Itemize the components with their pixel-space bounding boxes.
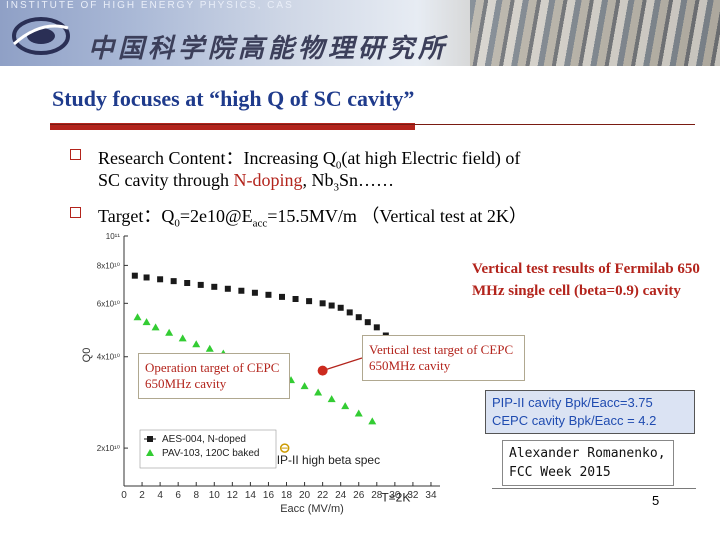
- series-baked-point: [165, 328, 174, 336]
- series-baked-point: [178, 334, 187, 342]
- x-tick-label: 34: [425, 490, 437, 501]
- operation-target-box: Operation target of CEPC 650MHz cavity: [138, 353, 290, 399]
- institute-name-cn: 中国科学院高能物理研究所: [88, 34, 449, 64]
- x-tick-label: 6: [175, 490, 181, 501]
- series-n-doped-point: [292, 295, 299, 302]
- chart-marks: PIP-II high beta spec T=2K AES-004, N-dope…: [131, 272, 410, 505]
- x-tick-label: 16: [263, 490, 275, 501]
- series-n-doped-point: [251, 289, 258, 296]
- footer-rule: [492, 488, 696, 489]
- x-tick-label: 0: [121, 490, 127, 501]
- series-n-doped-point: [131, 272, 138, 279]
- series-n-doped-point: [211, 283, 218, 290]
- bullet-marker-2: [70, 207, 81, 218]
- page-number: 5: [652, 493, 660, 508]
- series-n-doped-point: [346, 309, 353, 316]
- header-banner: INSTITUTE OF HIGH ENERGY PHYSICS, CAS 中国…: [0, 0, 720, 66]
- title-underline-rule: [50, 124, 695, 125]
- series-n-doped-point: [279, 293, 285, 300]
- author-line-2: FCC Week 2015: [509, 465, 611, 480]
- x-tick-label: 26: [353, 490, 365, 501]
- series-n-doped-point: [238, 287, 245, 294]
- series-baked-point: [300, 382, 309, 390]
- legend-triangle-marker: [146, 449, 154, 456]
- series-baked-point: [142, 318, 151, 326]
- y-axis-title: Q0: [81, 348, 93, 363]
- x-tick-label: 8: [193, 490, 199, 501]
- x-tick-label: 22: [317, 490, 329, 501]
- series-baked-point: [205, 344, 214, 352]
- series-baked-point: [327, 395, 336, 403]
- series-n-doped-point: [355, 314, 362, 321]
- bullet-1-line-2: SC cavity through N-doping, Nb3Sn……: [98, 170, 395, 194]
- chart-axes: 0 2 4 6 8 10 12 14 16 18 20 22 24 26 28 30 32 3410¹¹8x10¹…: [81, 232, 440, 515]
- series-n-doped-point: [197, 281, 204, 288]
- title-underline-bar: [50, 123, 415, 130]
- y-tick-label: 4x10¹⁰: [97, 353, 120, 362]
- author-credit-box: Alexander Romanenko, FCC Week 2015: [502, 440, 674, 486]
- spec-label: PIP-II high beta spec: [269, 453, 380, 467]
- x-tick-label: 18: [281, 490, 293, 501]
- x-tick-label: 2: [139, 490, 145, 501]
- bullet-1-line-1: Research Content：Increasing Q0(at high E…: [98, 148, 521, 172]
- legend-square-marker: [147, 436, 153, 442]
- series-n-doped-point: [319, 300, 326, 307]
- series-baked-point: [192, 340, 201, 348]
- author-line-1: Alexander Romanenko,: [509, 446, 666, 461]
- vertical-target-box: Vertical test target of CEPC 650MHz cavi…: [362, 335, 525, 381]
- x-tick-label: 30: [389, 490, 401, 501]
- series-baked-point: [314, 388, 323, 396]
- series-n-doped-point: [328, 302, 335, 309]
- slide-title: Study focuses at “high Q of SC cavity”: [52, 86, 415, 111]
- series-n-doped-point: [170, 278, 177, 285]
- ihep-logo-icon: [12, 17, 70, 55]
- x-tick-label: 24: [335, 490, 347, 501]
- banner-photo: [470, 0, 720, 66]
- series-baked-point: [151, 323, 160, 331]
- target-point: [317, 365, 328, 376]
- series-baked-point: [133, 313, 142, 321]
- legend-label: PAV-103, 120C baked: [162, 448, 259, 459]
- temperature-label: T=2K: [381, 491, 410, 505]
- bpk-ratio-box: PIP-II cavity Bpk/Eacc=3.75 CEPC cavity …: [485, 390, 695, 434]
- x-tick-label: 20: [299, 490, 311, 501]
- series-n-doped-point: [373, 324, 380, 331]
- x-tick-label: 4: [157, 490, 163, 501]
- x-tick-label: 12: [227, 490, 239, 501]
- institute-name-en: INSTITUTE OF HIGH ENERGY PHYSICS, CAS: [6, 0, 294, 11]
- series-n-doped-point: [337, 304, 344, 311]
- x-tick-label: 32: [407, 490, 419, 501]
- bpk-line-2: CEPC cavity Bpk/Eacc = 4.2: [492, 413, 657, 428]
- series-n-doped-point: [184, 280, 191, 287]
- x-tick-label: 10: [209, 490, 221, 501]
- y-tick-label: 10¹¹: [106, 232, 121, 241]
- x-tick-label: 28: [371, 490, 383, 501]
- legend-box: [139, 429, 277, 469]
- series-baked-point: [368, 417, 377, 425]
- y-tick-label: 8x10¹⁰: [97, 261, 120, 270]
- series-baked-point: [341, 402, 350, 410]
- x-axis-title: Eacc (MV/m): [280, 503, 344, 515]
- series-n-doped-point: [224, 285, 231, 292]
- series-n-doped-point: [364, 319, 371, 326]
- bullet-marker-1: [70, 149, 81, 160]
- series-n-doped-point: [143, 274, 150, 281]
- series-n-doped-point: [157, 276, 164, 283]
- vertical-results-note: Vertical test results of Fermilab 650 MH…: [472, 261, 700, 299]
- spec-point: [279, 443, 290, 453]
- y-tick-label: 6x10¹⁰: [97, 299, 120, 308]
- bullet-2-text: Target：Q0=2e10@Eacc=15.5MV/m （Vertical t…: [98, 206, 527, 230]
- target-leader-line: [322, 357, 363, 372]
- bpk-line-1: PIP-II cavity Bpk/Eacc=3.75: [492, 395, 653, 410]
- series-baked-point: [354, 409, 363, 417]
- x-tick-label: 14: [245, 490, 257, 501]
- y-tick-label: 2x10¹⁰: [97, 444, 120, 453]
- legend-label: AES-004, N-doped: [162, 434, 246, 445]
- series-n-doped-point: [306, 298, 313, 305]
- series-n-doped-point: [265, 291, 272, 298]
